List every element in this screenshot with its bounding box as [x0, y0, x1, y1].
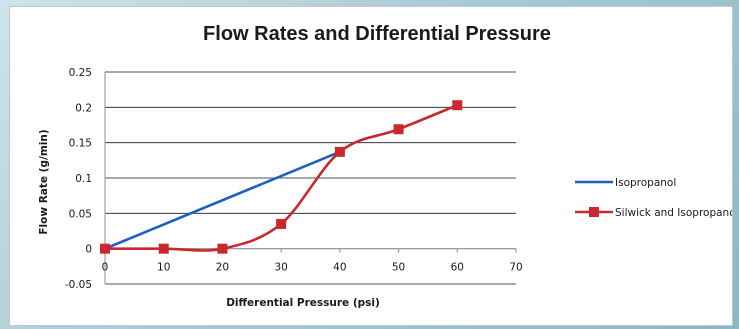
- x-tick-label: 20: [216, 262, 229, 274]
- x-tick-label: 40: [333, 262, 346, 274]
- y-tick-label: 0.15: [69, 138, 92, 150]
- chart-frame: Flow Rates and Differential Pressure -0.…: [9, 6, 733, 326]
- chart-title: Flow Rates and Differential Pressure: [203, 23, 551, 45]
- y-tick-label: 0.05: [69, 208, 92, 220]
- chart-svg: Flow Rates and Differential Pressure -0.…: [38, 23, 732, 309]
- series-2-point: [217, 243, 228, 254]
- y-axis-label: Flow Rate (g/min): [38, 129, 50, 234]
- y-tick-label: 0.25: [69, 67, 92, 79]
- legend-item-1-label: Isopropanol: [615, 177, 676, 189]
- y-tick-label: 0: [85, 244, 92, 256]
- series-2-point: [100, 243, 110, 254]
- series-2-point: [393, 124, 404, 135]
- series-1-line: [104, 150, 341, 250]
- series-2-point: [276, 218, 287, 229]
- x-tick-label: 30: [274, 262, 287, 274]
- legend: Isopropanol Silwick and Isopropanol: [575, 177, 732, 219]
- y-tick-label: -0.05: [65, 279, 92, 291]
- series-2-point: [452, 100, 463, 111]
- legend-item-2-label: Silwick and Isopropanol: [615, 207, 732, 219]
- x-tick-label: 50: [392, 262, 405, 274]
- y-tick-label: 0.1: [75, 173, 92, 185]
- y-tick-label: 0.2: [75, 102, 92, 114]
- legend-item-2-marker: [589, 207, 599, 217]
- x-tick-label: 60: [451, 262, 464, 274]
- x-tick-labels: 0 10 20 30 40 50 60 70: [102, 262, 523, 274]
- series-layer: [100, 100, 463, 254]
- y-tick-labels: -0.05 0 0.05 0.1 0.15 0.2 0.25: [65, 67, 92, 291]
- series-2-point: [334, 146, 345, 157]
- x-tick-label: 10: [157, 262, 170, 274]
- x-tick-label: 70: [509, 262, 522, 274]
- x-tick-label: 0: [102, 262, 109, 274]
- series-2-point: [158, 243, 169, 254]
- x-axis-label: Differential Pressure (psi): [226, 297, 380, 309]
